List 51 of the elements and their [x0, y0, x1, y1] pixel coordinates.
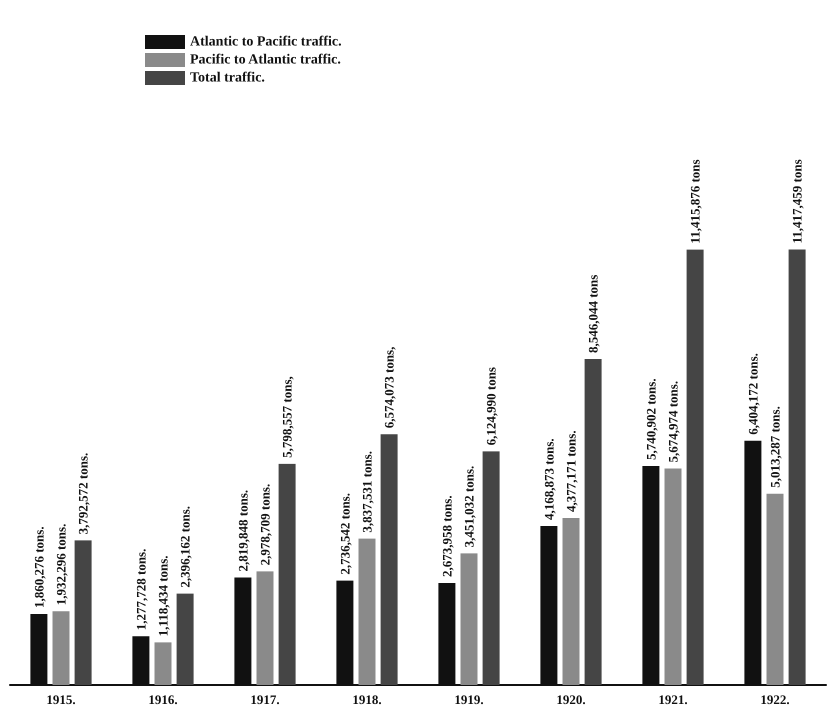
- data-label: 6,404,172 tons.: [745, 353, 760, 435]
- x-tick-label: 1917.: [250, 692, 280, 707]
- data-label: 5,674,974 tons.: [666, 380, 680, 463]
- bar: [74, 540, 92, 685]
- legend-label: Atlantic to Pacific traffic.: [190, 34, 342, 50]
- x-tick-label: 1920.: [556, 692, 586, 707]
- bar: [380, 434, 398, 685]
- data-label: 2,978,709 tons.: [258, 484, 272, 566]
- bar: [664, 468, 682, 685]
- bar: [766, 494, 784, 685]
- data-label: 2,396,162 tons.: [178, 506, 193, 588]
- bar: [788, 250, 806, 685]
- legend-label: Pacific to Atlantic traffic.: [190, 52, 341, 68]
- data-label: 2,736,542 tons.: [337, 493, 352, 575]
- x-tick-label: 1919.: [454, 692, 484, 707]
- bar: [52, 611, 70, 685]
- data-label: 11,417,459 tons: [790, 159, 805, 244]
- bar: [584, 359, 602, 685]
- x-tick-label: 1921.: [658, 692, 688, 707]
- legend-label: Total traffic.: [190, 70, 265, 86]
- bar: [256, 571, 274, 685]
- x-tick-label: 1922.: [760, 692, 790, 707]
- bar: [154, 642, 172, 685]
- data-label: 3,837,531 tons.: [360, 451, 374, 533]
- data-label: 5,798,557 tons,: [280, 376, 295, 458]
- bar: [278, 464, 296, 685]
- data-label: 4,168,873 tons.: [541, 438, 556, 520]
- data-label: 1,860,276 tons.: [31, 526, 46, 608]
- bar: [176, 594, 194, 685]
- bar: [460, 553, 478, 685]
- data-label: 2,819,848 tons.: [235, 490, 250, 572]
- data-label: 3,451,032 tons.: [462, 466, 476, 548]
- bar: [482, 451, 500, 685]
- x-tick-label: 1915.: [46, 692, 76, 707]
- data-label: 11,415,876 tons: [688, 159, 703, 244]
- data-label: 6,574,073 tons,: [382, 346, 397, 428]
- bar: [686, 250, 704, 685]
- data-label: 5,740,902 tons.: [643, 378, 658, 460]
- data-label: 1,932,296 tons.: [54, 524, 68, 606]
- x-tick-label: 1918.: [352, 692, 382, 707]
- data-label: 8,546,044 tons: [586, 274, 601, 354]
- data-label: 3,792,572 tons.: [76, 452, 91, 534]
- bar: [562, 518, 580, 685]
- data-label: 4,377,171 tons.: [564, 430, 578, 512]
- data-label: 5,013,287 tons.: [768, 406, 782, 488]
- data-label: 2,673,958 tons.: [439, 495, 454, 578]
- data-label: 6,124,990 tons: [484, 367, 499, 446]
- x-tick-label: 1916.: [148, 692, 178, 707]
- data-label: 1,118,434 tons.: [156, 555, 170, 636]
- bar: [358, 538, 376, 685]
- data-label: 1,277,728 tons.: [133, 548, 148, 630]
